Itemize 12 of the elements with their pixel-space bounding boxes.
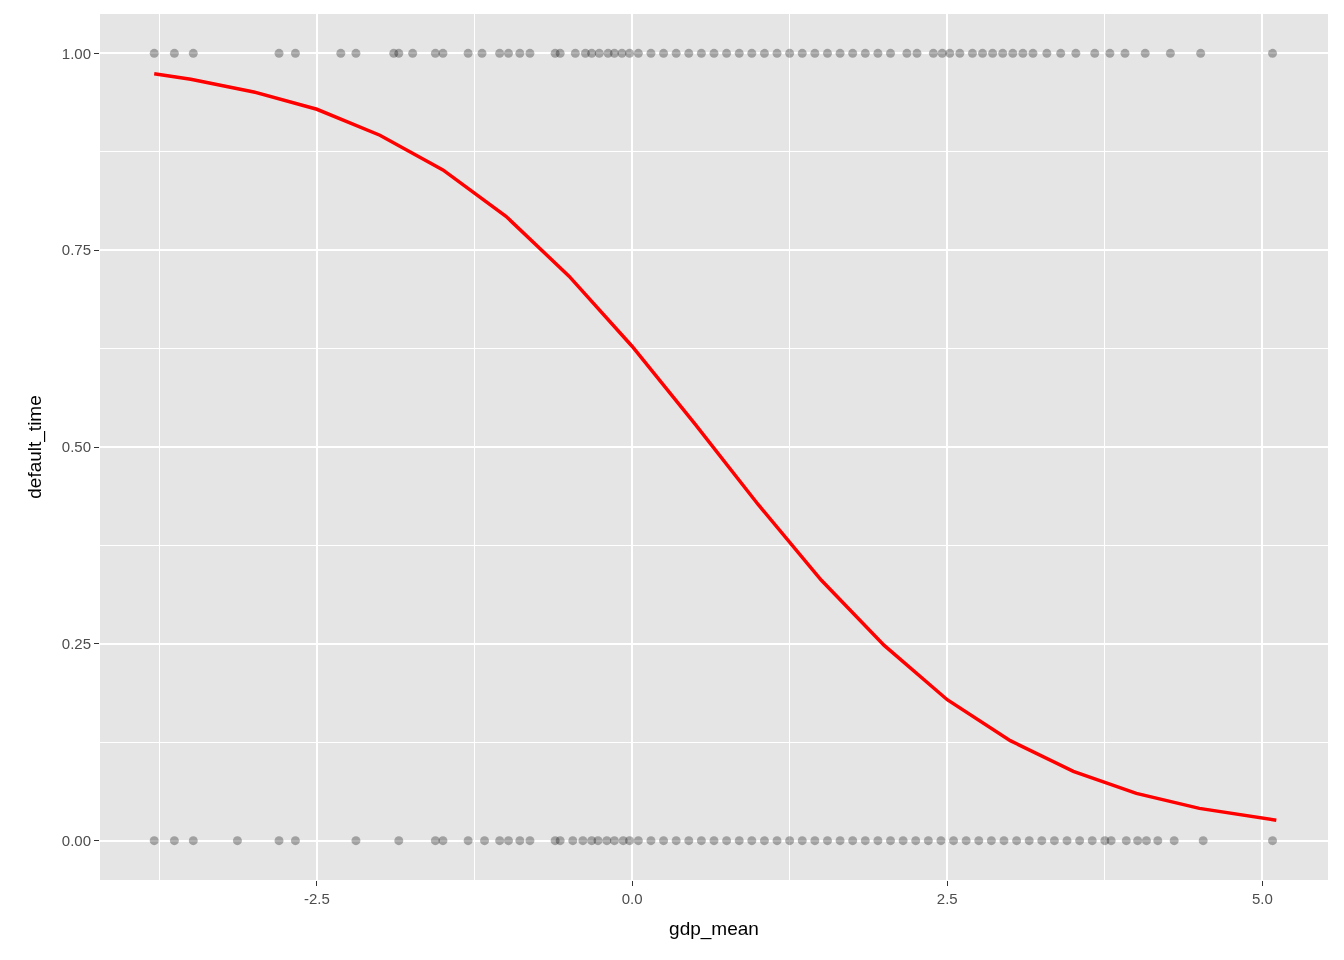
line-series <box>152 72 1279 822</box>
y-tick-label: 0.75 <box>61 241 91 259</box>
y-tick-label: 0.50 <box>61 438 91 456</box>
y-tick-label: 1.00 <box>61 44 91 62</box>
x-axis-title: gdp_mean <box>669 917 759 940</box>
x-tick-label: 2.5 <box>936 890 958 907</box>
x-tick-label: -2.5 <box>303 890 330 907</box>
x-tick-label: 0.0 <box>621 890 643 907</box>
y-tick-label: 0.00 <box>61 831 91 849</box>
x-tick-label: 5.0 <box>1252 890 1273 907</box>
y-axis-title: default_time <box>23 395 46 499</box>
y-tick-label: 0.25 <box>61 635 91 653</box>
